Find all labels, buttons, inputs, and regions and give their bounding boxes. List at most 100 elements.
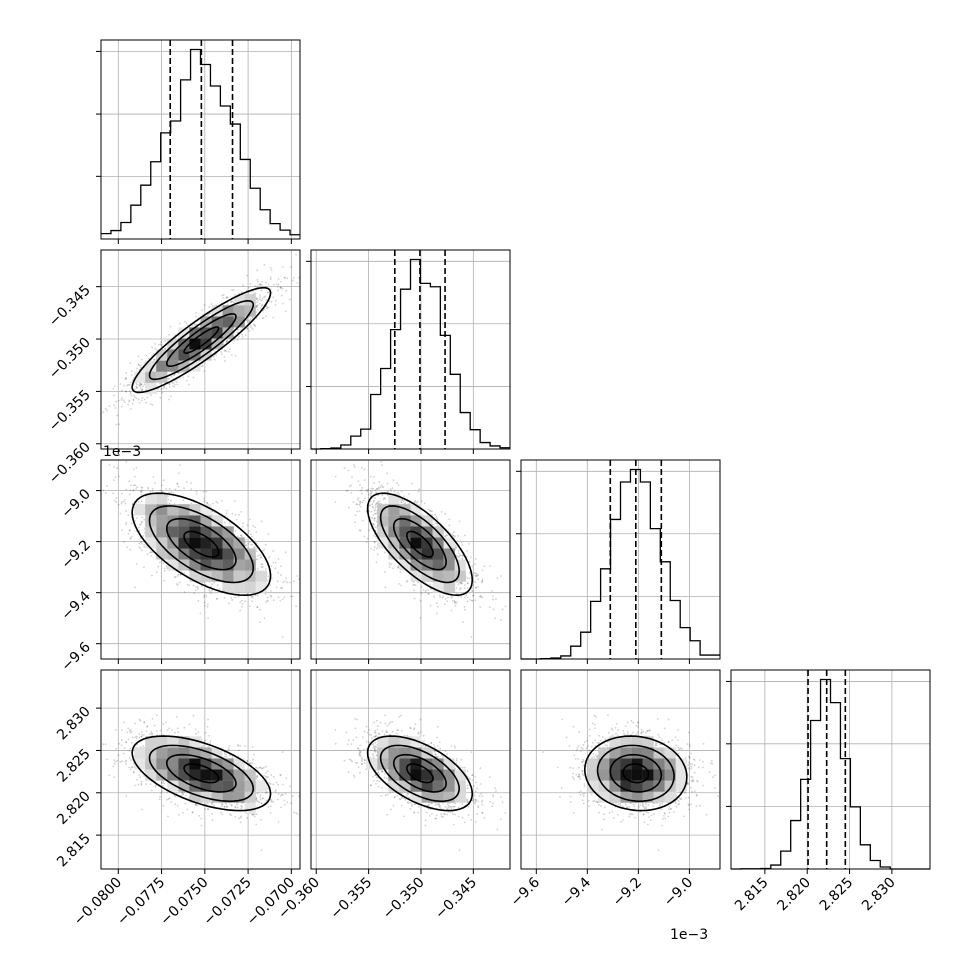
sample-point: [138, 542, 141, 545]
sample-point: [255, 531, 258, 534]
sample-point: [172, 385, 174, 387]
panel-frame: [100, 39, 301, 240]
sample-point: [334, 501, 337, 503]
y-tick-label: −9.2: [58, 537, 93, 572]
sample-point: [242, 284, 245, 287]
sample-point: [172, 381, 175, 384]
sample-point: [179, 371, 182, 374]
sample-point: [129, 381, 132, 384]
sample-point: [254, 285, 257, 288]
sample-point: [226, 509, 228, 512]
sample-point: [269, 278, 272, 280]
sample-point: [265, 307, 268, 310]
sample-point: [356, 503, 359, 506]
sample-point: [466, 600, 469, 603]
sample-point: [177, 485, 180, 488]
sample-point: [280, 286, 282, 289]
sample-point: [267, 291, 269, 294]
sample-point: [236, 518, 238, 521]
sample-point: [127, 403, 130, 406]
density-cell: [244, 581, 256, 593]
sample-point: [203, 500, 206, 503]
sample-point: [256, 558, 259, 561]
sample-point: [251, 600, 253, 603]
sample-point: [216, 584, 219, 587]
sample-point: [206, 502, 209, 504]
sample-point: [195, 490, 198, 493]
sample-point: [206, 605, 209, 608]
sample-point: [157, 344, 160, 346]
sample-point: [203, 304, 206, 306]
sample-point: [188, 584, 191, 587]
sample-point: [125, 376, 127, 379]
sample-point: [207, 603, 209, 606]
sample-point: [483, 565, 486, 568]
density-cell: [156, 360, 168, 372]
sample-point: [162, 387, 164, 390]
sample-point: [259, 556, 262, 559]
sample-point: [187, 375, 190, 378]
sample-point: [119, 512, 122, 515]
sample-point: [269, 590, 272, 592]
sample-point: [115, 400, 118, 403]
sample-point: [389, 564, 391, 566]
sample-point: [241, 336, 244, 339]
sample-point: [102, 411, 105, 414]
sample-point: [123, 401, 126, 403]
sample-point: [277, 278, 280, 280]
sample-point: [165, 487, 168, 490]
sample-point: [131, 402, 134, 405]
sample-point: [140, 523, 142, 525]
sample-point: [141, 389, 144, 392]
sample-point: [260, 299, 263, 302]
sample-point: [260, 284, 263, 286]
sample-point: [280, 574, 282, 577]
sample-point: [241, 599, 243, 602]
sample-point: [151, 404, 154, 406]
sample-point: [266, 596, 269, 599]
sample-point: [255, 296, 258, 299]
sample-point: [248, 518, 251, 521]
sample-point: [139, 387, 142, 389]
sample-point: [159, 343, 162, 346]
sample-point: [275, 586, 278, 589]
sample-point: [186, 324, 189, 327]
sample-point: [250, 318, 252, 320]
sample-point: [292, 595, 294, 598]
sample-point: [248, 330, 251, 332]
sample-point: [261, 304, 264, 306]
sample-point: [146, 486, 149, 489]
sample-point: [193, 592, 196, 594]
sample-point: [223, 356, 226, 358]
sample-point: [194, 589, 197, 592]
sample-point: [178, 581, 181, 584]
sample-point: [104, 407, 107, 410]
density-cell: [233, 570, 245, 582]
sample-point: [168, 378, 171, 380]
sample-point: [124, 502, 127, 505]
sample-point: [128, 529, 131, 532]
sample-point: [257, 299, 260, 301]
sample-point: [269, 276, 272, 279]
sample-point: [212, 502, 215, 505]
sample-point: [269, 584, 272, 586]
sample-point: [284, 276, 286, 279]
sample-point: [288, 298, 291, 301]
sample-point: [140, 389, 143, 391]
sample-point: [201, 309, 204, 311]
sample-point: [163, 567, 166, 570]
sample-point: [174, 488, 177, 491]
sample-point: [288, 581, 291, 584]
sample-point: [135, 466, 138, 469]
sample-point: [251, 543, 254, 546]
sample-point: [244, 334, 247, 337]
sample-point: [363, 468, 366, 471]
sample-point: [234, 530, 237, 532]
sample-point: [282, 598, 284, 601]
sample-point: [163, 579, 166, 582]
sample-point: [464, 584, 466, 586]
sample-point: [474, 581, 477, 584]
sample-point: [361, 489, 363, 492]
sample-point: [272, 296, 275, 299]
sample-point: [208, 306, 211, 309]
